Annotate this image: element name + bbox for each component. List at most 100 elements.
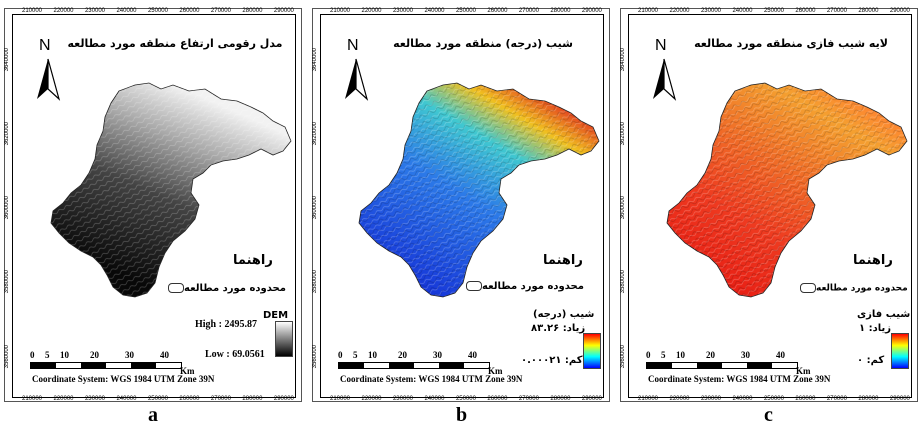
tick-label: 3640000	[312, 48, 318, 72]
tick-label: 280000	[242, 396, 263, 402]
legend-item: محدوده مورد مطالعه	[463, 281, 584, 292]
scale-segments	[338, 362, 490, 369]
tick-label: 250000	[455, 396, 476, 402]
tick-label: 220000	[53, 396, 74, 402]
tick-label: 230000	[84, 396, 105, 402]
legend-item-label: محدوده مورد مطالعه	[816, 283, 908, 294]
tick-label: 3620000	[312, 122, 318, 146]
scale-tick: 5	[353, 350, 358, 360]
tick-label: 290000	[581, 8, 602, 14]
north-arrow: N	[649, 37, 679, 107]
tick-label: 240000	[424, 8, 445, 14]
tick-label: 210000	[638, 8, 659, 14]
ramp-title: DEM	[263, 310, 289, 321]
tick-label: 250000	[455, 8, 476, 14]
map-title: شیب (درجه) منطقه مورد مطالعه	[393, 37, 573, 50]
tick-label: 3580000	[312, 270, 318, 294]
tick-label: 270000	[210, 8, 231, 14]
tick-label: 290000	[889, 396, 910, 402]
scale-tick: 5	[661, 350, 666, 360]
tick-label: 280000	[858, 396, 879, 402]
scale-unit: Km	[796, 366, 811, 376]
boundary-swatch-icon	[466, 281, 482, 291]
tick-label: 260000	[795, 8, 816, 14]
ramp-title: شیب فازی	[857, 309, 911, 320]
x-ticks-top: 210000 220000 230000 240000 250000 260000 2700…	[638, 8, 910, 14]
map-panel-b: 210000 220000 230000 240000 250000 260000 2700…	[312, 8, 610, 402]
map-panel-c: 210000 220000 230000 240000 250000 260000 2700…	[620, 8, 918, 402]
scale-tick: 0	[338, 350, 343, 360]
north-arrow-icon	[345, 58, 369, 101]
tick-label: 3620000	[4, 122, 10, 146]
legend-item: محدوده مورد مطالعه	[797, 283, 908, 294]
scale-unit: Km	[180, 366, 195, 376]
ramp-high: High : 2495.87	[195, 319, 257, 330]
tick-label: 220000	[361, 8, 382, 14]
tick-label: 270000	[826, 8, 847, 14]
tick-label: 3600000	[620, 196, 626, 220]
scale-tick: 40	[468, 350, 477, 360]
tick-label: 210000	[330, 8, 351, 14]
tick-label: 3640000	[620, 48, 626, 72]
tick-label: 230000	[392, 8, 413, 14]
tick-label: 260000	[487, 8, 508, 14]
tick-label: 220000	[669, 8, 690, 14]
tick-label: 260000	[179, 8, 200, 14]
scale-unit: Km	[488, 366, 503, 376]
tick-label: 3600000	[4, 196, 10, 220]
legend-title: راهنما	[543, 253, 583, 268]
tick-label: 270000	[518, 396, 539, 402]
map-panel-a: 210000 220000 230000 240000 250000 260000 2700…	[4, 8, 302, 402]
tick-label: 220000	[669, 396, 690, 402]
tick-label: 210000	[22, 396, 43, 402]
y-ticks-left: 3640000 3620000 3600000 3580000 3560000	[4, 48, 12, 368]
scale-tick: 30	[433, 350, 442, 360]
north-label: N	[347, 37, 359, 54]
scale-ticks: 0 5 10 20 30 40	[338, 350, 508, 360]
fuzzy-slope-map	[666, 82, 908, 298]
y-ticks-left: 3640000 3620000 3600000 3580000 3560000	[312, 48, 320, 368]
scale-segments	[646, 362, 798, 369]
tick-label: 240000	[732, 396, 753, 402]
tick-label: 250000	[147, 8, 168, 14]
scale-tick: 10	[60, 350, 69, 360]
map-frame: شیب (درجه) منطقه مورد مطالعه N راهنما مح…	[320, 14, 604, 398]
tick-label: 3560000	[312, 344, 318, 368]
tick-label: 3600000	[312, 196, 318, 220]
panel-caption-a: a	[148, 404, 158, 426]
tick-label: 3560000	[620, 344, 626, 368]
tick-label: 290000	[889, 8, 910, 14]
tick-label: 270000	[210, 396, 231, 402]
legend-title: راهنما	[853, 253, 893, 268]
tick-label: 230000	[700, 396, 721, 402]
scale-tick: 20	[398, 350, 407, 360]
tick-label: 210000	[330, 396, 351, 402]
ramp-high: زیاد: ۱	[859, 323, 891, 334]
ramp-low: Low : 69.0561	[205, 349, 265, 360]
ramp-low: کم: ۰	[857, 355, 885, 366]
boundary-swatch-icon	[168, 283, 184, 293]
boundary-swatch-icon	[800, 283, 816, 293]
tick-label: 3640000	[4, 48, 10, 72]
scale-tick: 20	[706, 350, 715, 360]
scale-tick: 30	[741, 350, 750, 360]
panel-border	[4, 8, 302, 402]
ramp-gray	[275, 321, 293, 357]
tick-label: 3560000	[4, 344, 10, 368]
tick-label: 230000	[700, 8, 721, 14]
scale-tick: 0	[30, 350, 35, 360]
panel-caption-b: b	[456, 404, 468, 426]
panel-border	[620, 8, 918, 402]
tick-label: 250000	[763, 8, 784, 14]
tick-label: 280000	[550, 396, 571, 402]
scale-segments	[30, 362, 182, 369]
panel-caption-c: c	[764, 404, 773, 426]
legend-item: محدوده مورد مطالعه	[165, 283, 286, 294]
legend-item-label: محدوده مورد مطالعه	[482, 281, 584, 292]
tick-label: 220000	[53, 8, 74, 14]
ramp-title: شیب (درجه)	[533, 309, 595, 320]
x-ticks-top: 210000 220000 230000 240000 250000 260000 2700…	[22, 8, 294, 14]
tick-label: 280000	[242, 8, 263, 14]
dem-map	[50, 82, 292, 298]
tick-label: 240000	[116, 396, 137, 402]
